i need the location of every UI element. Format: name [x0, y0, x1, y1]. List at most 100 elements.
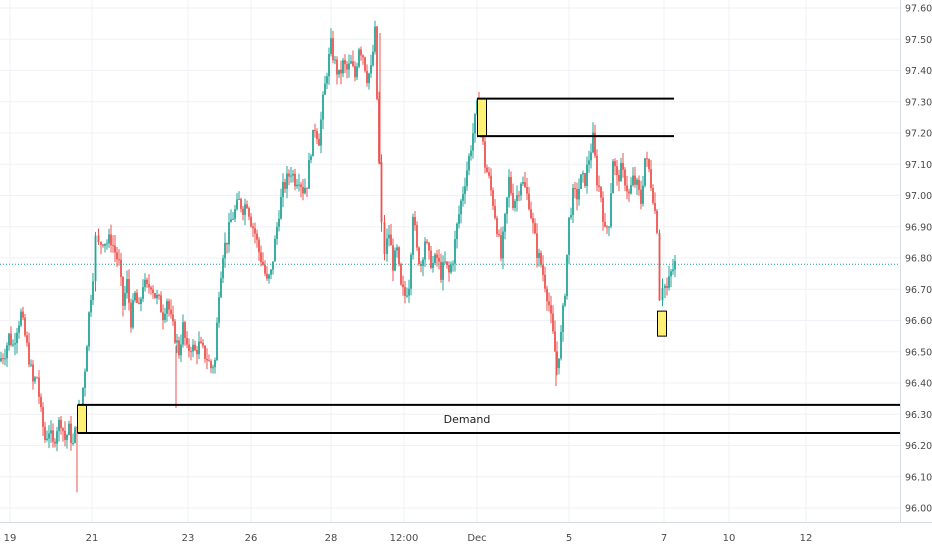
candle-body	[46, 438, 48, 441]
candle-body	[494, 205, 496, 219]
y-tick-label: 96.50	[905, 347, 932, 358]
candle-body	[118, 259, 120, 261]
candle-body	[160, 295, 162, 313]
candle-body	[144, 279, 146, 288]
candle-body	[308, 160, 310, 189]
candle-body	[336, 59, 338, 75]
candle-body	[444, 261, 446, 263]
candle-body	[154, 293, 156, 299]
candle-body	[400, 263, 402, 285]
candle-body	[532, 218, 534, 224]
candle-body	[640, 189, 642, 204]
y-tick-label: 97.40	[905, 66, 932, 77]
candle-body	[280, 197, 282, 219]
candle-body	[104, 243, 106, 246]
candle-body	[282, 181, 284, 198]
candle-body	[386, 238, 388, 255]
candle-body	[616, 166, 618, 176]
candle-body	[86, 346, 88, 372]
candle-body	[538, 252, 540, 258]
candle-body	[560, 331, 562, 359]
candle-body	[74, 427, 76, 443]
candle-body	[62, 428, 64, 431]
candle-body	[554, 331, 556, 352]
candle-body	[650, 169, 652, 188]
y-axis[interactable]	[900, 0, 932, 550]
candle-body	[428, 242, 430, 251]
candle-body	[598, 185, 600, 187]
candle-body	[376, 26, 378, 99]
candle-body	[224, 242, 226, 259]
candle-body	[414, 217, 416, 226]
candle-body	[364, 57, 366, 71]
candle-body	[390, 234, 392, 246]
candle-body	[54, 441, 56, 444]
candle-body	[58, 419, 60, 432]
candle-body	[316, 131, 318, 139]
candle-body	[164, 313, 166, 321]
y-tick-label: 97.00	[905, 191, 932, 202]
candle-body	[658, 232, 661, 301]
candle-body	[372, 51, 374, 66]
candle-body	[448, 264, 450, 273]
candle-body	[404, 286, 406, 296]
candle-body	[184, 322, 186, 338]
candle-body	[420, 263, 422, 266]
candle-body	[38, 377, 40, 397]
candle-body	[272, 261, 274, 270]
candle-body	[22, 311, 24, 318]
candle-body	[524, 182, 526, 188]
candle-body	[84, 371, 86, 388]
candle-body	[320, 119, 322, 146]
candle-body	[142, 287, 144, 299]
candle-body	[14, 343, 16, 345]
candle-body	[296, 184, 298, 187]
candle-body	[182, 322, 184, 345]
candle-body	[278, 218, 280, 227]
candle-body	[210, 360, 212, 368]
candle-body	[576, 189, 578, 200]
candle-body	[0, 358, 2, 362]
candle-body	[292, 173, 294, 176]
candle-body	[138, 302, 140, 304]
candle-body	[128, 279, 130, 303]
candle-body	[440, 261, 442, 280]
candle-body	[468, 156, 470, 171]
candle-body	[110, 234, 112, 246]
candle-body	[624, 169, 626, 186]
candle-body	[284, 181, 286, 189]
candle-body	[544, 274, 546, 289]
candle-body	[542, 264, 544, 275]
candle-body	[18, 325, 20, 333]
candle-body	[432, 263, 434, 268]
candle-body	[324, 83, 326, 95]
candle-body	[466, 170, 468, 187]
candle-body	[574, 188, 576, 190]
candle-body	[120, 259, 122, 277]
candle-body	[412, 217, 414, 255]
candle-body	[290, 175, 292, 177]
candle-body	[486, 167, 488, 173]
candle-body	[88, 312, 90, 347]
candle-body	[312, 129, 314, 157]
candle-body	[458, 214, 460, 224]
candle-body	[568, 217, 570, 255]
y-tick-label: 96.90	[905, 222, 932, 233]
candle-body	[216, 322, 218, 361]
x-tick-label: 19	[4, 533, 17, 544]
candle-body	[204, 345, 206, 359]
candle-body	[100, 242, 102, 245]
candle-body	[232, 218, 234, 220]
candle-body	[124, 293, 126, 306]
candle-body	[334, 59, 336, 61]
candle-body	[30, 364, 32, 366]
candle-body	[436, 254, 438, 258]
candle-body	[586, 164, 588, 187]
candle-body	[346, 64, 348, 70]
candle-body	[94, 235, 97, 282]
candle-body	[614, 161, 616, 167]
candle-body	[4, 358, 6, 360]
candle-body	[652, 187, 654, 204]
candle-body	[356, 66, 358, 78]
